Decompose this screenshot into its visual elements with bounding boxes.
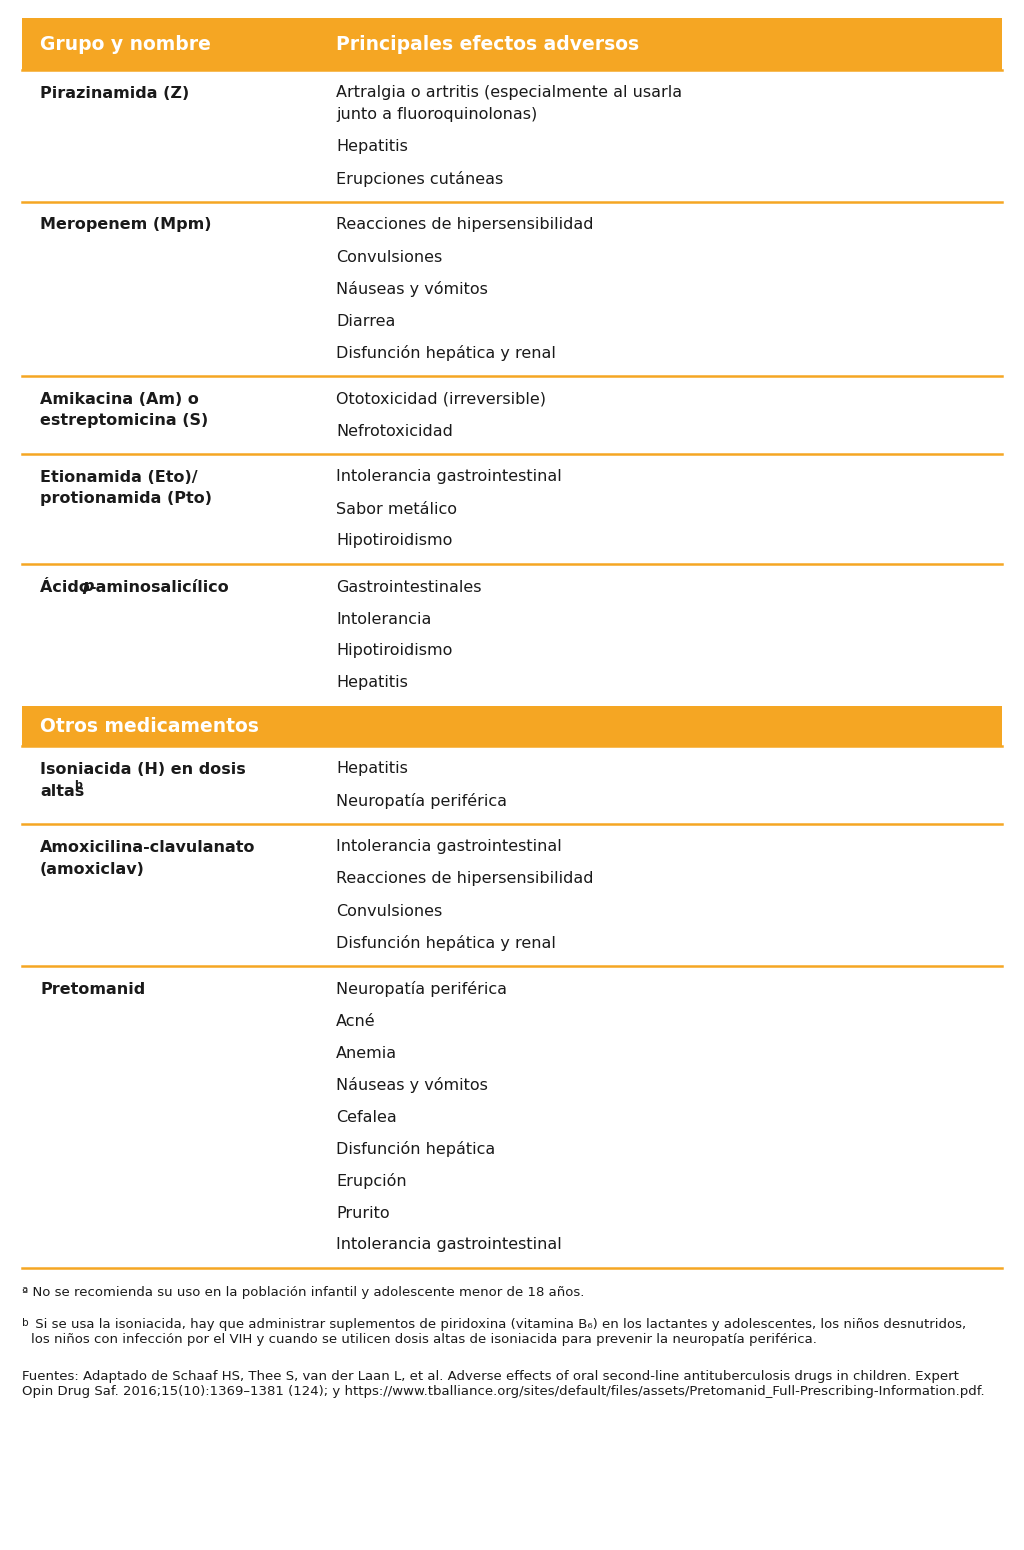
- Text: p: p: [82, 580, 93, 595]
- Text: Intolerancia gastrointestinal: Intolerancia gastrointestinal: [336, 1237, 562, 1252]
- Text: Diarrea: Diarrea: [336, 313, 395, 329]
- Text: Fuentes: Adaptado de Schaaf HS, Thee S, van der Laan L, et al. Adverse effects o: Fuentes: Adaptado de Schaaf HS, Thee S, …: [22, 1370, 985, 1398]
- Text: Gastrointestinales: Gastrointestinales: [336, 580, 481, 595]
- Text: Principales efectos adversos: Principales efectos adversos: [336, 34, 639, 54]
- Text: Otros medicamentos: Otros medicamentos: [40, 716, 259, 736]
- Text: Náuseas y vómitos: Náuseas y vómitos: [336, 281, 487, 298]
- Text: Intolerancia gastrointestinal: Intolerancia gastrointestinal: [336, 840, 562, 854]
- Text: Neuropatía periférica: Neuropatía periférica: [336, 794, 507, 809]
- Text: Meropenem (Mpm): Meropenem (Mpm): [40, 217, 212, 232]
- Text: b: b: [74, 780, 82, 790]
- Text: Isoniacida (H) en dosis: Isoniacida (H) en dosis: [40, 761, 246, 777]
- Text: Amoxicilina-clavulanato: Amoxicilina-clavulanato: [40, 840, 256, 854]
- Bar: [22, 825, 1002, 966]
- Text: Cefalea: Cefalea: [336, 1110, 396, 1124]
- Text: Convulsiones: Convulsiones: [336, 250, 442, 265]
- Text: Pretomanid: Pretomanid: [40, 981, 145, 997]
- Text: b: b: [22, 1318, 29, 1328]
- Text: junto a fluoroquinolonas): junto a fluoroquinolonas): [336, 107, 538, 122]
- Text: Artralgia o artritis (especialmente al usarla: Artralgia o artritis (especialmente al u…: [336, 85, 682, 101]
- Bar: [22, 70, 1002, 202]
- Text: Convulsiones: Convulsiones: [336, 904, 442, 919]
- Text: Ototoxicidad (irreversible): Ototoxicidad (irreversible): [336, 392, 546, 406]
- Text: Prurito: Prurito: [336, 1206, 389, 1220]
- Bar: [22, 705, 1002, 746]
- Text: Anemia: Anemia: [336, 1046, 397, 1060]
- Text: -aminosalicílico: -aminosalicílico: [89, 580, 228, 595]
- Text: altas: altas: [40, 783, 84, 798]
- Text: Hepatitis: Hepatitis: [336, 676, 408, 690]
- Text: ª No se recomienda su uso en la población infantil y adolescente menor de 18 año: ª No se recomienda su uso en la població…: [22, 1286, 585, 1299]
- Text: Ácido: Ácido: [40, 580, 95, 595]
- Bar: [22, 19, 1002, 70]
- Text: Hepatitis: Hepatitis: [336, 761, 408, 777]
- Text: Neuropatía periférica: Neuropatía periférica: [336, 981, 507, 997]
- Bar: [22, 202, 1002, 377]
- Text: Grupo y nombre: Grupo y nombre: [40, 34, 211, 54]
- Bar: [22, 377, 1002, 454]
- Text: Intolerancia gastrointestinal: Intolerancia gastrointestinal: [336, 470, 562, 485]
- Text: Disfunción hepática y renal: Disfunción hepática y renal: [336, 935, 556, 952]
- Text: Sabor metálico: Sabor metálico: [336, 502, 457, 516]
- Text: Etionamida (Eto)/: Etionamida (Eto)/: [40, 470, 198, 485]
- Text: Intolerancia: Intolerancia: [336, 612, 431, 626]
- Text: (amoxiclav): (amoxiclav): [40, 862, 144, 876]
- Text: Náuseas y vómitos: Náuseas y vómitos: [336, 1077, 487, 1093]
- Text: Hepatitis: Hepatitis: [336, 140, 408, 155]
- Text: Pirazinamida (Z): Pirazinamida (Z): [40, 85, 189, 101]
- Text: Reacciones de hipersensibilidad: Reacciones de hipersensibilidad: [336, 871, 594, 887]
- Text: Disfunción hepática y renal: Disfunción hepática y renal: [336, 346, 556, 361]
- Bar: [22, 746, 1002, 825]
- Text: Disfunción hepática: Disfunción hepática: [336, 1141, 496, 1156]
- Text: Amikacina (Am) o: Amikacina (Am) o: [40, 392, 199, 406]
- Bar: [22, 564, 1002, 705]
- Text: Reacciones de hipersensibilidad: Reacciones de hipersensibilidad: [336, 217, 594, 232]
- Text: Si se usa la isoniacida, hay que administrar suplementos de piridoxina (vitamina: Si se usa la isoniacida, hay que adminis…: [31, 1318, 966, 1345]
- Text: Erupciones cutáneas: Erupciones cutáneas: [336, 170, 503, 188]
- Bar: [22, 454, 1002, 564]
- Text: estreptomicina (S): estreptomicina (S): [40, 414, 208, 428]
- Text: protionamida (Pto): protionamida (Pto): [40, 491, 212, 507]
- Bar: [22, 966, 1002, 1268]
- Text: Acné: Acné: [336, 1014, 376, 1029]
- Text: Nefrotoxicidad: Nefrotoxicidad: [336, 423, 453, 439]
- Text: Erupción: Erupción: [336, 1173, 407, 1189]
- Text: Hipotiroidismo: Hipotiroidismo: [336, 643, 453, 659]
- Text: Hipotiroidismo: Hipotiroidismo: [336, 533, 453, 549]
